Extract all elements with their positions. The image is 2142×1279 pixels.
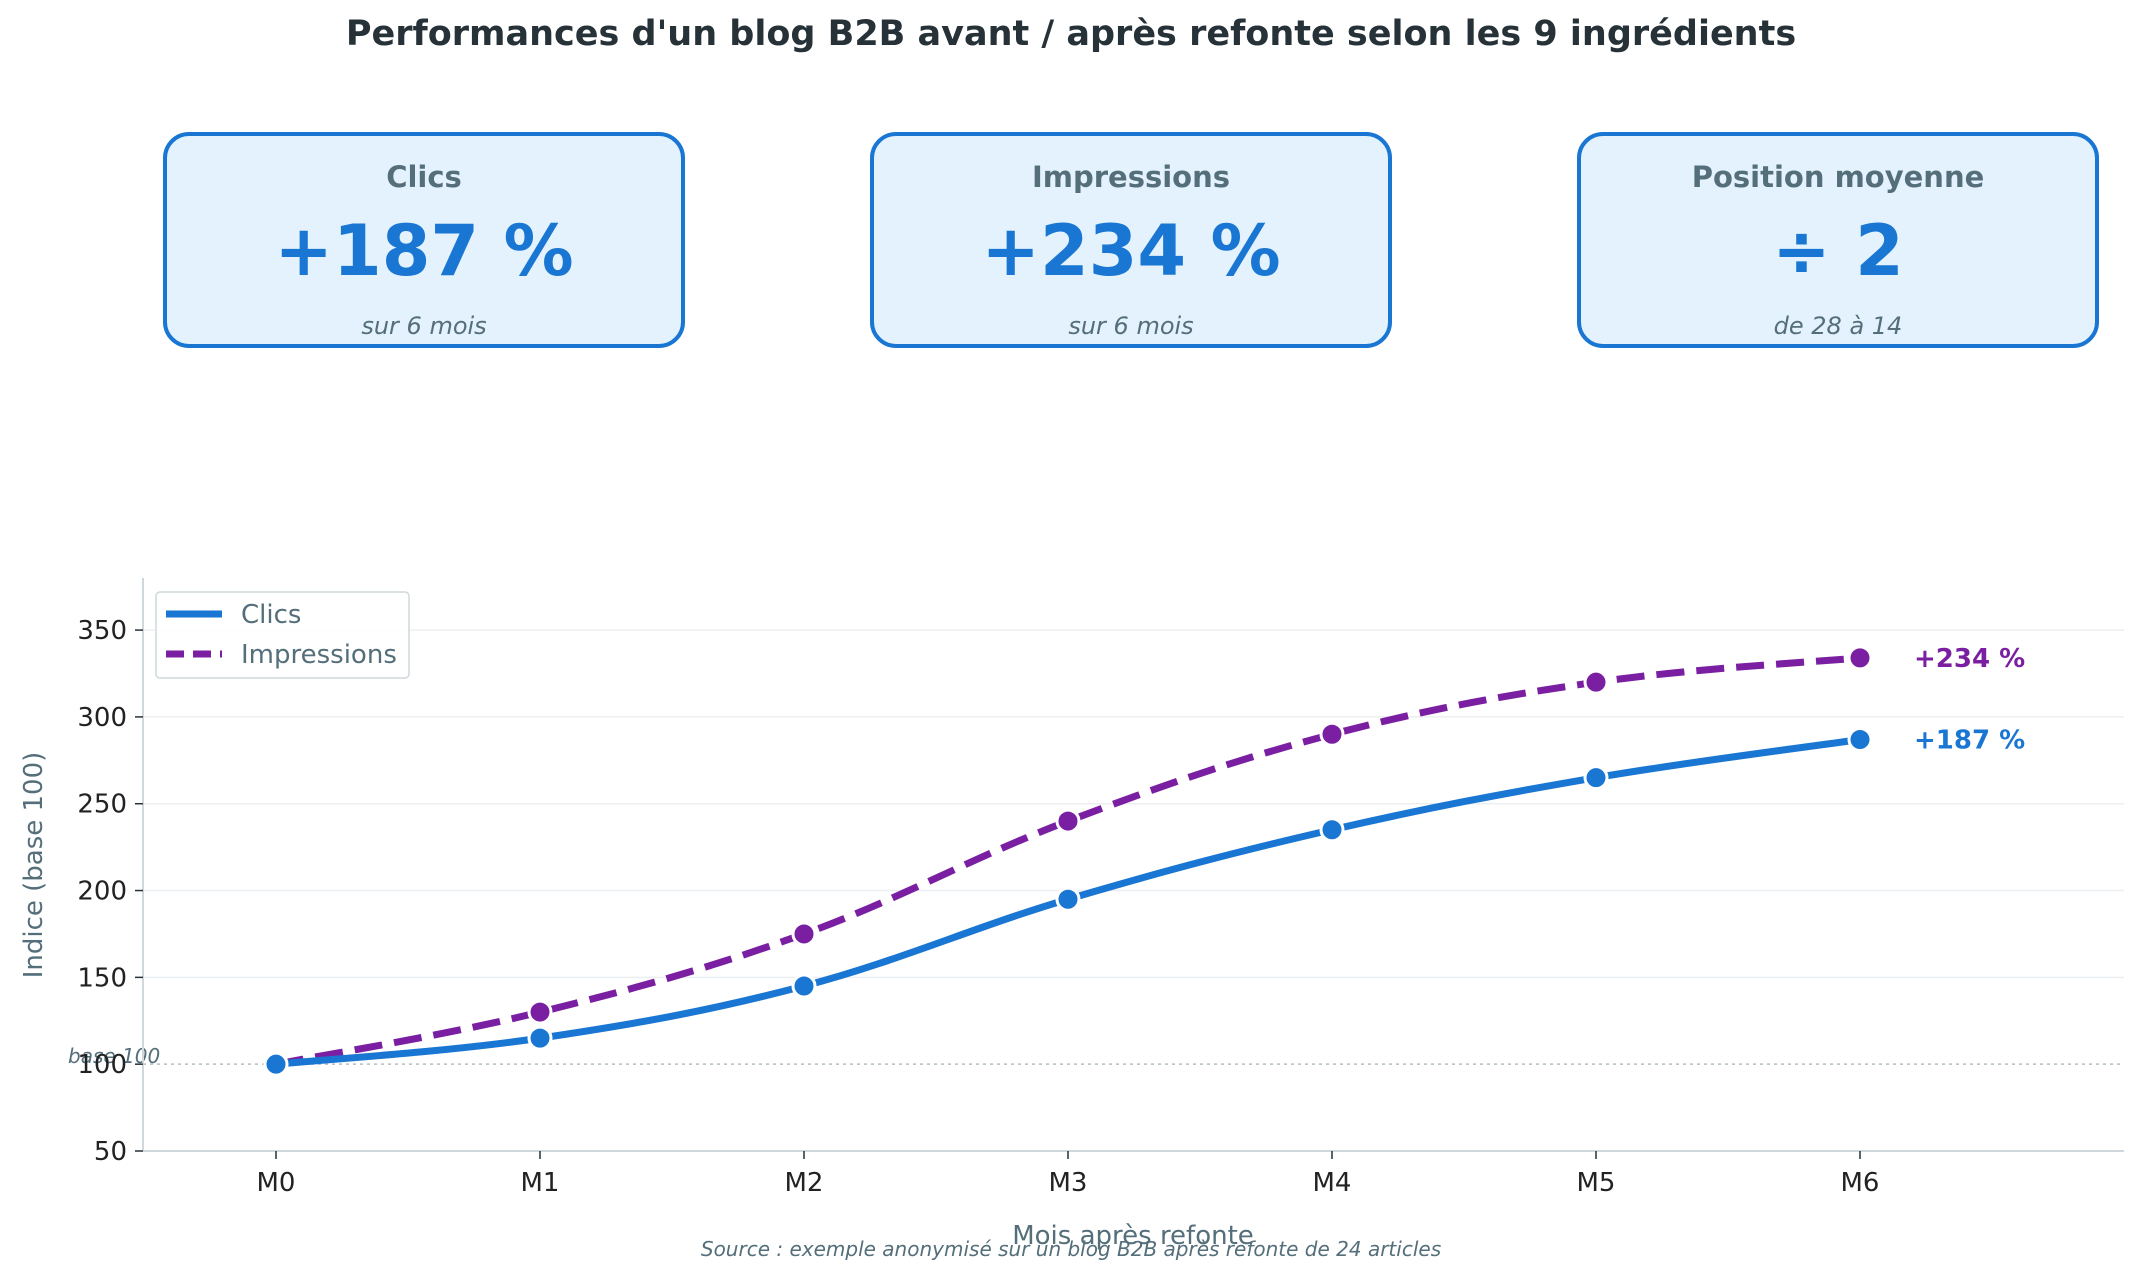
axes: 50 100 150 200 250 300 350 M0 M1 M2 M3 M4 M5 M6 [77,578,2124,1198]
data-point [1055,886,1081,912]
y-tick-label: 100 [77,1050,127,1080]
legend-label[interactable]: Clics [241,600,301,630]
kpi-value: +234 % [981,210,1281,292]
data-point [791,921,817,947]
y-tick-label: 350 [77,616,127,646]
data-point [791,973,817,999]
x-tick-label: M6 [1841,1168,1880,1198]
x-tick-label: M1 [521,1168,560,1198]
x-axis-title: Mois après refonte [1012,1221,1254,1251]
reference-line-group: base 100 [68,1044,2124,1068]
series-line [275,654,1861,1068]
y-tick-label: 300 [77,703,127,733]
series-group: +234 % +187 % [263,644,2025,1077]
y-tick-label: 250 [77,790,127,820]
kpi-card-clics: Clics +187 % sur 6 mois [163,132,685,348]
data-point [1055,808,1081,834]
data-point [1847,726,1873,752]
data-point [263,1051,289,1077]
kpi-label: Clics [386,160,462,194]
data-point [1583,765,1609,791]
end-value-label: +187 % [1914,725,2025,755]
kpi-value: +187 % [274,210,574,292]
data-point [1319,721,1345,747]
kpi-label: Position moyenne [1691,160,1985,194]
x-tick-label: M2 [785,1168,824,1198]
legend[interactable]: Clics Impressions [155,591,410,679]
x-tick-label: M5 [1577,1168,1616,1198]
x-tick-label: M0 [257,1168,296,1198]
y-tick-label: 200 [77,877,127,907]
kpi-card-position: Position moyenne ÷ 2 de 28 à 14 [1577,132,2099,348]
y-tick-label: 150 [77,963,127,993]
reference-line-label: base 100 [68,1044,160,1068]
data-point [527,999,553,1025]
data-point [1847,645,1873,671]
x-tick-label: M4 [1313,1168,1352,1198]
data-point [1583,669,1609,695]
data-point [1319,817,1345,843]
series-impressions: +234 % [263,644,2025,1077]
end-value-label: +234 % [1914,644,2025,674]
y-tick-label: 50 [94,1137,127,1167]
kpi-value: ÷ 2 [1772,210,1904,292]
y-axis-title: Indice (base 100) [19,752,49,979]
kpi-subtitle: de 28 à 14 [1773,312,1903,340]
x-tick-label: M3 [1049,1168,1088,1198]
kpi-subtitle: sur 6 mois [1068,312,1194,340]
chart-title: Performances d'un blog B2B avant / après… [345,14,1797,54]
source-note: Source : exemple anonymisé sur un blog B… [700,1237,1442,1261]
kpi-card-impressions: Impressions +234 % sur 6 mois [870,132,1392,348]
series-clics: +187 % [263,725,2025,1077]
kpi-subtitle: sur 6 mois [361,312,487,340]
legend-label[interactable]: Impressions [241,640,397,670]
data-point [527,1025,553,1051]
grid [143,629,2124,979]
kpi-label: Impressions [1031,160,1231,194]
